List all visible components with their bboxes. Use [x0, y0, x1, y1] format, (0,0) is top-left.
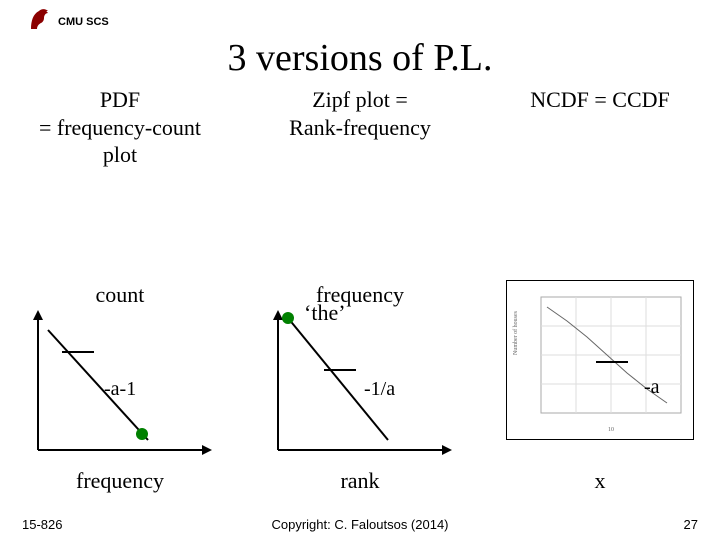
- ylabel-1: frequency: [240, 282, 480, 308]
- plot-zipf: ‘the’ -1/a: [260, 310, 460, 460]
- slide-footer: 15-826 Copyright: C. Faloutsos (2014) 27: [22, 517, 698, 532]
- slope-label-0: -a-1: [104, 378, 136, 401]
- column-headings: PDF = frequency-count plot Zipf plot = R…: [0, 86, 720, 169]
- xlabel-1: rank: [240, 468, 480, 494]
- footer-center: Copyright: C. Faloutsos (2014): [22, 517, 698, 532]
- slope-label-1: -1/a: [364, 378, 395, 401]
- slide-header: CMU SCS: [28, 6, 109, 37]
- xlabel-2: x: [480, 468, 720, 494]
- header-org: CMU SCS: [58, 16, 109, 28]
- xlabel-0: frequency: [0, 468, 240, 494]
- ylabel-0: count: [0, 282, 240, 308]
- col-heading-1: Zipf plot = Rank-frequency: [240, 86, 480, 169]
- col-heading-2: NCDF = CCDF: [480, 86, 720, 169]
- zipf-chart: [260, 310, 460, 460]
- slope-label-2: -a: [644, 376, 660, 399]
- plots-row: -a-1 ‘the’ -1/a: [0, 310, 720, 460]
- x-axis-labels: frequency rank x: [0, 468, 720, 494]
- zipf-annotation: ‘the’: [304, 300, 346, 326]
- col-heading-0: PDF = frequency-count plot: [0, 86, 240, 169]
- ncdf-overlay: [500, 310, 700, 460]
- griffin-icon: [28, 6, 52, 37]
- plot-pdf: -a-1: [20, 310, 220, 460]
- slide-title: 3 versions of P.L.: [0, 36, 720, 80]
- plot-ncdf: Number of houses 10 -a: [500, 310, 700, 460]
